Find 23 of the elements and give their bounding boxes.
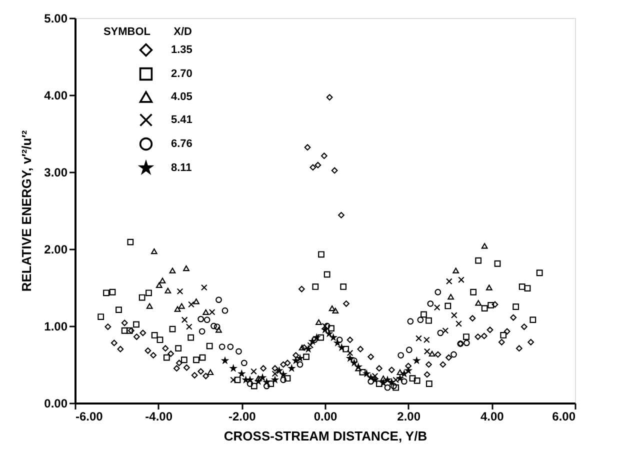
y-tick-label: 2.00: [44, 242, 68, 256]
legend-label: 5.41: [171, 114, 192, 126]
legend-label: 2.70: [171, 68, 192, 80]
y-tick-label: 4.00: [44, 88, 68, 102]
x-tick-label: 2.00: [397, 410, 421, 424]
x-tick-label: -4.00: [145, 410, 173, 424]
legend-label: 1.35: [171, 44, 192, 56]
x-tick-label: -2.00: [228, 410, 256, 424]
y-tick-label: 5.00: [44, 12, 68, 26]
legend-title: X/D: [174, 26, 192, 38]
y-tick-label: 3.00: [44, 166, 68, 180]
legend-label: 6.76: [171, 138, 192, 150]
y-tick-label: 1.00: [44, 320, 68, 334]
y-tick-label: 0.00: [44, 396, 68, 410]
x-tick-label: 0.00: [314, 410, 338, 424]
annotation: SYMBOL: [103, 26, 151, 38]
x-tick-label: 6.00: [552, 410, 576, 424]
x-axis-title: CROSS-STREAM DISTANCE, Y/B: [224, 428, 428, 444]
legend-label: 4.05: [171, 91, 192, 103]
legend-label: 8.11: [171, 162, 192, 174]
x-tick-label: -6.00: [76, 410, 104, 424]
y-axis-title: RELATIVE ENERGY, v′²/u′²: [19, 130, 34, 292]
x-tick-label: 4.00: [480, 410, 504, 424]
